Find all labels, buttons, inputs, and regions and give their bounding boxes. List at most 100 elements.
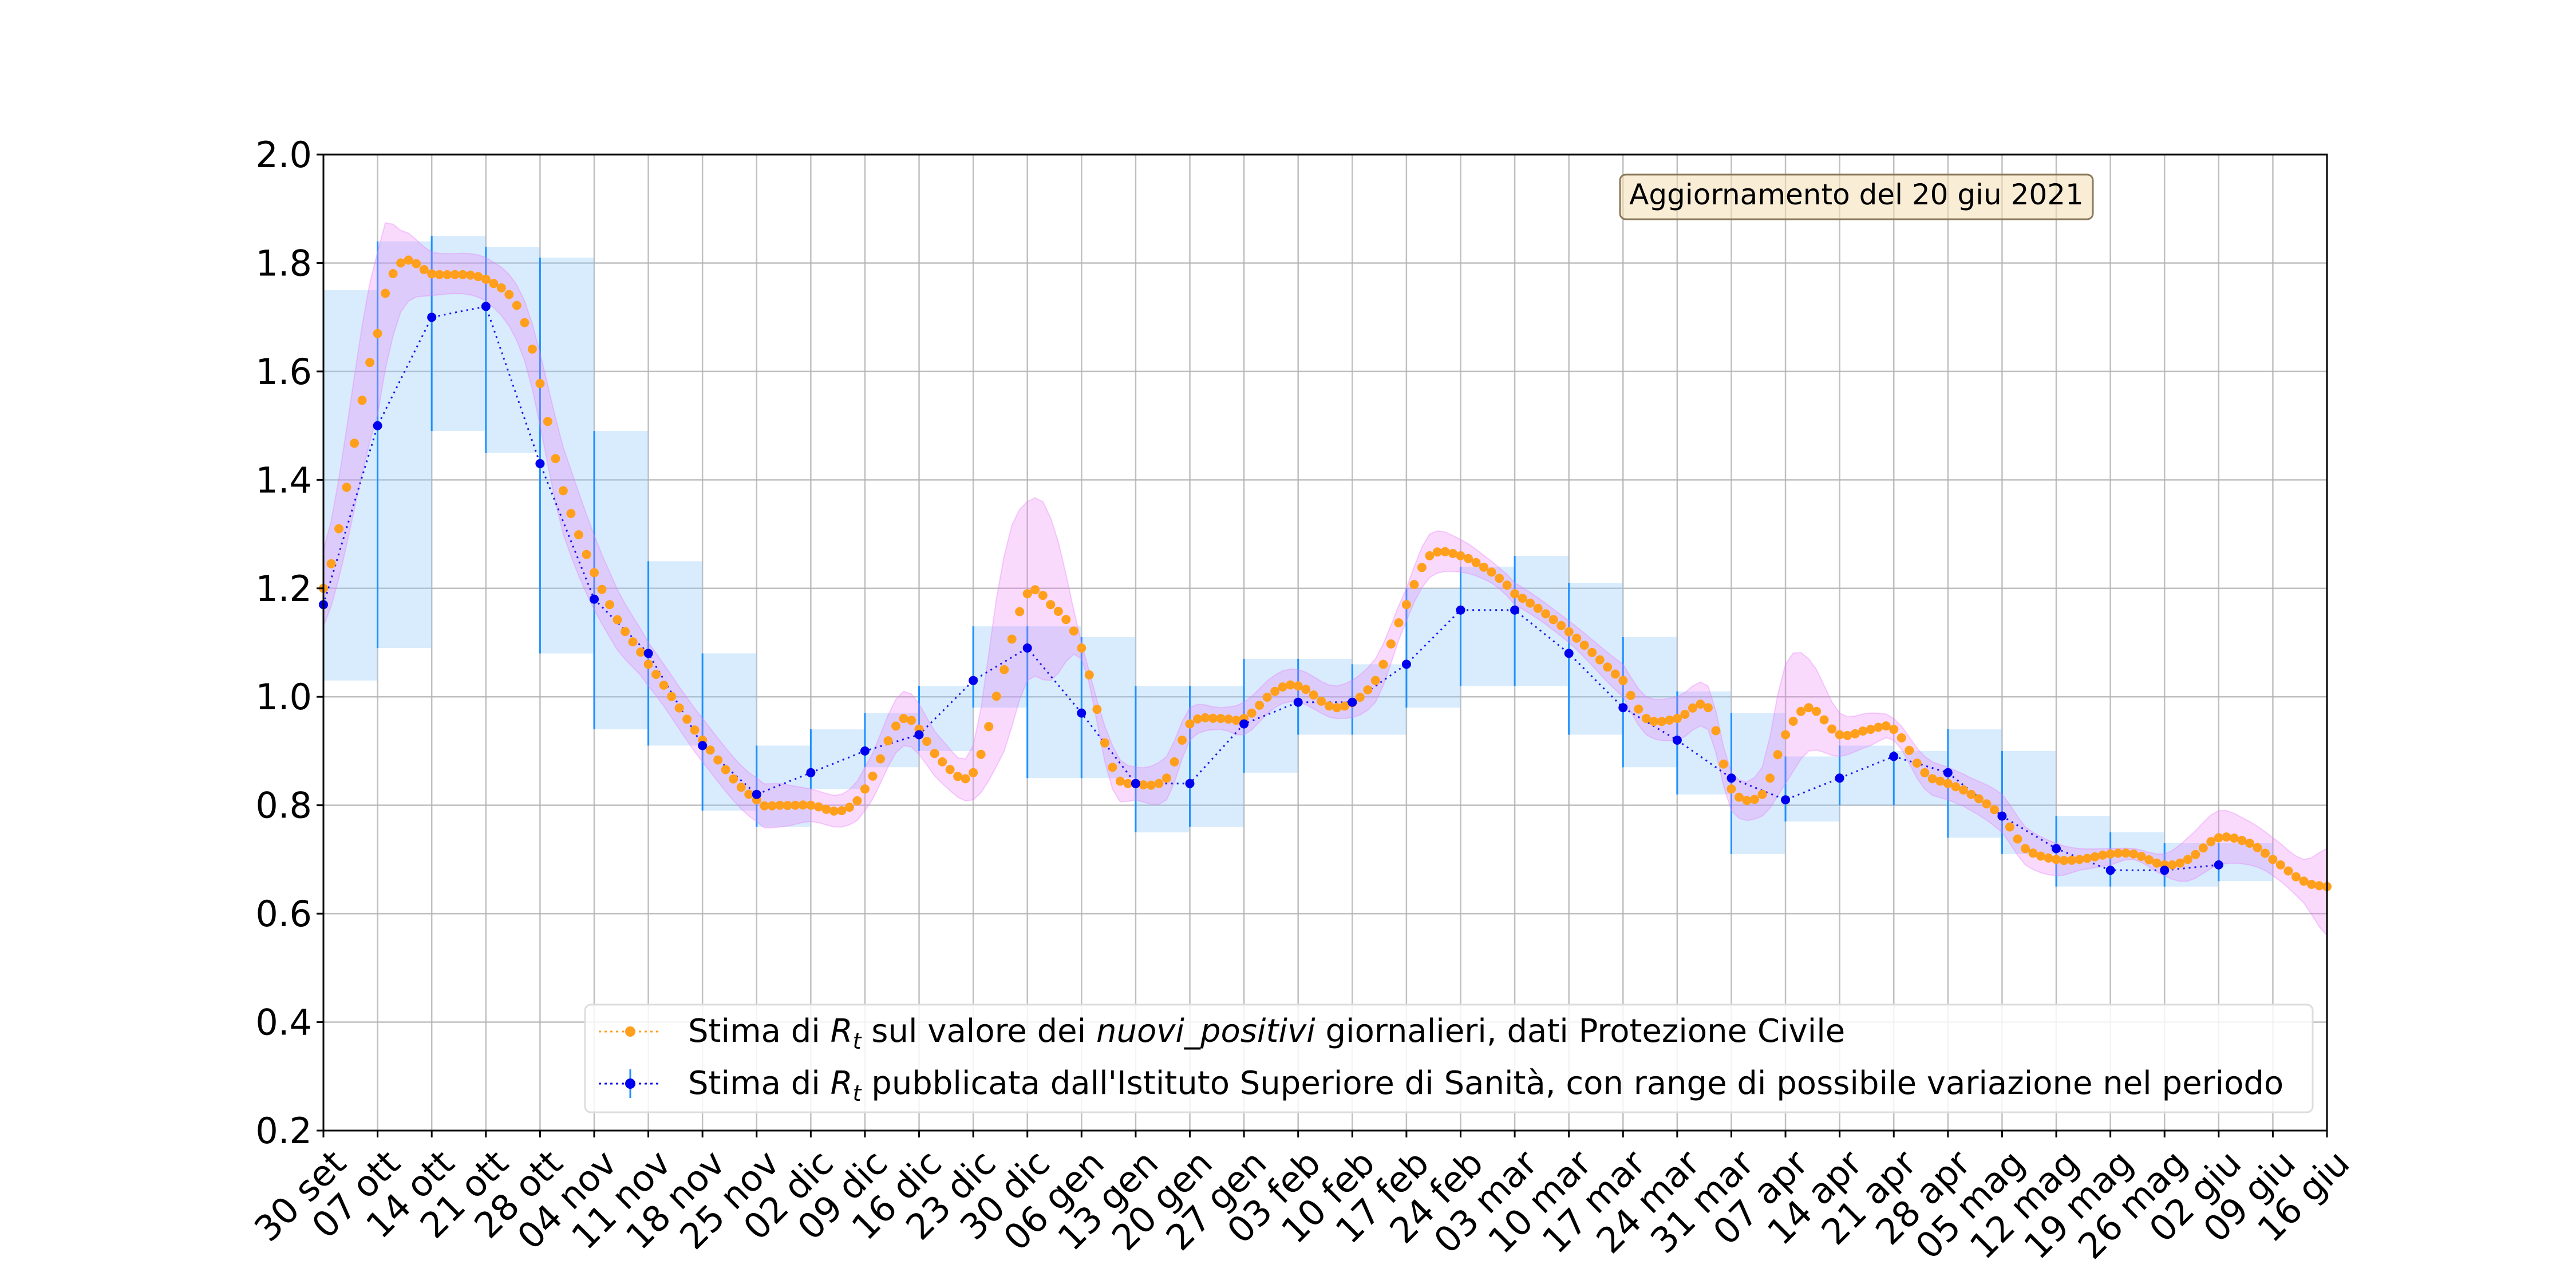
pc-point-19 (465, 270, 475, 280)
iss-point-22 (1510, 605, 1520, 615)
iss-point-29 (1889, 752, 1899, 761)
pc-point-136 (1370, 675, 1380, 685)
pc-point-158 (1541, 609, 1551, 619)
legend-marker-pc (625, 1026, 635, 1037)
pc-point-254 (2283, 866, 2293, 876)
iss-point-33 (2105, 866, 2115, 875)
pc-point-90 (1015, 607, 1025, 617)
pc-point-104 (1123, 779, 1133, 788)
pc-point-248 (2237, 836, 2247, 846)
pc-point-80 (938, 757, 947, 767)
iss-point-17 (1239, 719, 1249, 729)
iss-range-box-6 (648, 561, 703, 746)
pc-point-40 (628, 637, 638, 647)
pc-point-85 (976, 749, 986, 759)
pc-point-190 (1788, 717, 1798, 726)
pc-point-140 (1401, 600, 1411, 610)
pc-point-3 (342, 483, 351, 492)
y-tick-label-3: 0.8 (255, 785, 312, 827)
pc-point-51 (713, 755, 723, 765)
pc-point-196 (1835, 730, 1844, 740)
legend-entry-pc: Stima di Rt sul valore dei nuovi_positiv… (599, 1013, 1845, 1054)
y-tick-label-8: 1.8 (255, 242, 312, 284)
pc-point-20 (473, 272, 483, 282)
pc-point-27 (527, 344, 537, 354)
pc-point-214 (1974, 794, 1984, 804)
pc-point-52 (721, 765, 730, 775)
pc-point-67 (837, 806, 847, 816)
pc-point-213 (1966, 789, 1976, 799)
pc-point-203 (1889, 725, 1899, 734)
pc-point-62 (798, 800, 808, 810)
pc-point-96 (1061, 615, 1071, 625)
iss-point-10 (860, 746, 870, 756)
iss-point-24 (1618, 703, 1628, 713)
pc-point-156 (1526, 598, 1535, 608)
legend-box (584, 1003, 2314, 1113)
pc-point-130 (1324, 701, 1334, 711)
pc-point-125 (1286, 680, 1295, 690)
pc-point-163 (1579, 641, 1589, 650)
pc-point-187 (1765, 773, 1775, 783)
pc-point-137 (1378, 659, 1388, 669)
pc-point-188 (1773, 750, 1783, 760)
pc-point-25 (512, 301, 521, 310)
pc-point-99 (1084, 670, 1094, 679)
iss-point-16 (1185, 779, 1195, 788)
pc-point-118 (1231, 716, 1241, 725)
pc-point-88 (999, 665, 1009, 674)
y-tick-label-2: 0.6 (255, 893, 312, 935)
pc-point-157 (1533, 603, 1543, 613)
pc-point-184 (1742, 796, 1752, 805)
iss-range-box-15 (1135, 686, 1190, 833)
pc-point-87 (991, 692, 1001, 701)
pc-point-5 (357, 396, 367, 405)
pc-point-220 (2021, 844, 2030, 854)
iss-point-9 (806, 768, 816, 777)
pc-point-215 (1982, 799, 1992, 809)
pc-point-81 (945, 765, 955, 775)
iss-point-4 (535, 459, 545, 468)
pc-point-65 (821, 804, 831, 814)
pc-point-66 (829, 806, 839, 816)
pc-point-235 (2136, 852, 2146, 861)
pc-point-83 (961, 774, 970, 784)
pc-point-57 (760, 801, 769, 811)
pc-point-31 (558, 486, 568, 496)
iss-point-8 (752, 789, 761, 799)
pc-point-148 (1464, 554, 1473, 563)
pc-point-134 (1355, 693, 1365, 702)
pc-point-249 (2245, 839, 2254, 848)
legend-marker-iss (625, 1078, 635, 1089)
pc-point-202 (1881, 721, 1891, 731)
pc-point-221 (2028, 848, 2038, 858)
iss-point-11 (914, 730, 924, 740)
pc-point-73 (883, 736, 893, 746)
iss-point-2 (427, 313, 437, 322)
pc-point-155 (1518, 594, 1527, 603)
pc-point-115 (1208, 713, 1218, 723)
pc-point-112 (1185, 719, 1195, 729)
pc-point-116 (1216, 714, 1226, 724)
pc-point-159 (1548, 615, 1558, 625)
pc-point-120 (1247, 708, 1257, 718)
pc-point-108 (1154, 779, 1164, 788)
pc-point-107 (1146, 780, 1156, 790)
update-note: Aggiornamento del 20 giu 2021 (1619, 173, 2094, 220)
update-note-text: Aggiornamento del 20 giu 2021 (1629, 178, 2084, 211)
pc-point-154 (1510, 589, 1520, 599)
pc-series-points (319, 255, 2332, 891)
iss-point-12 (969, 675, 978, 685)
iss-range-box-2 (432, 236, 486, 432)
pc-point-245 (2214, 833, 2223, 843)
pc-point-53 (729, 774, 738, 784)
pc-point-98 (1077, 643, 1086, 653)
pc-point-21 (481, 274, 491, 284)
pc-point-101 (1100, 738, 1109, 748)
pc-point-255 (2291, 872, 2301, 882)
pc-point-144 (1432, 547, 1442, 557)
iss-range-box-24 (1623, 637, 1677, 768)
pc-point-147 (1456, 551, 1465, 560)
pc-point-168 (1618, 675, 1628, 685)
pc-point-229 (2090, 852, 2100, 862)
